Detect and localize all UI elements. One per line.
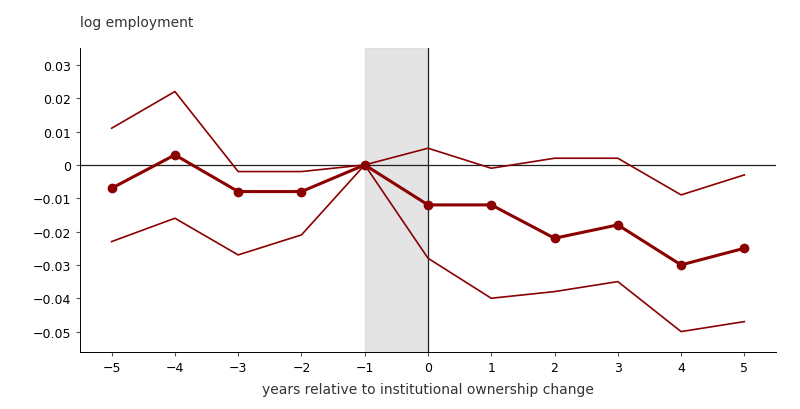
X-axis label: years relative to institutional ownership change: years relative to institutional ownershi… bbox=[262, 382, 594, 396]
Text: log employment: log employment bbox=[80, 16, 194, 30]
Bar bbox=[365, 49, 428, 352]
